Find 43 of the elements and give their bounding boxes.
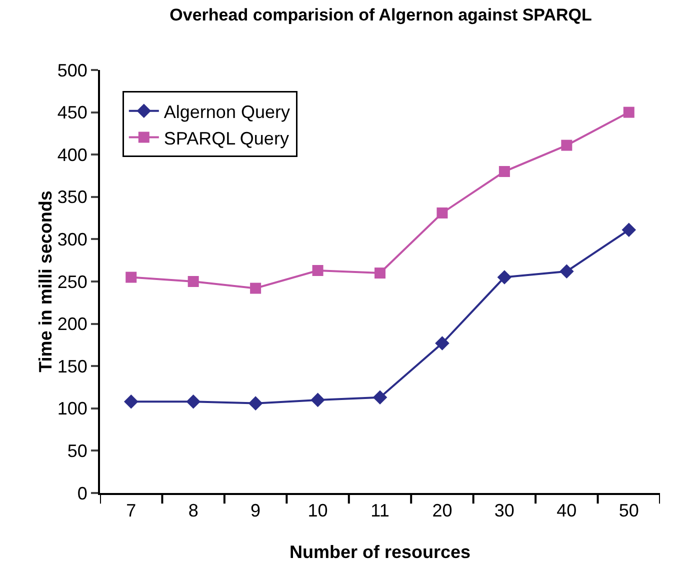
point <box>560 264 574 278</box>
point <box>623 106 634 118</box>
legend-label: Algernon Query <box>164 102 290 122</box>
point <box>622 222 636 238</box>
y-axis-title: Time in milli seconds <box>35 190 56 372</box>
point <box>124 394 138 409</box>
y-tick-label: 350 <box>57 187 88 208</box>
point <box>372 390 388 405</box>
point <box>188 276 199 287</box>
point <box>312 265 324 276</box>
x-tick-label: 40 <box>556 500 577 521</box>
point <box>497 270 512 284</box>
point <box>250 282 262 294</box>
x-tick-label: 11 <box>370 500 390 521</box>
y-tick-label: 300 <box>57 230 88 250</box>
y-tick-label: 150 <box>57 356 88 376</box>
x-tick-label: 50 <box>618 500 639 521</box>
x-tick-label: 30 <box>494 500 514 521</box>
y-tick-label: 100 <box>57 398 88 419</box>
y-tick-label: 0 <box>77 483 88 504</box>
legend-label: SPARQL Query <box>164 128 289 148</box>
y-tick-label: 50 <box>67 441 88 461</box>
x-tick-label: 20 <box>432 500 452 521</box>
x-tick-label: 9 <box>250 500 261 521</box>
point <box>498 166 510 178</box>
point <box>561 140 572 151</box>
x-tick-label: 10 <box>308 500 328 521</box>
point <box>374 268 386 279</box>
x-tick-label: 7 <box>126 500 136 521</box>
point <box>126 272 137 283</box>
y-tick-label: 500 <box>57 60 88 80</box>
x-tick-label: 8 <box>188 500 198 521</box>
point <box>186 394 200 409</box>
y-tick-label: 200 <box>57 314 88 334</box>
y-tick-label: 450 <box>57 102 88 123</box>
y-tick-label: 250 <box>57 272 88 292</box>
chart-title: Overhead comparision of Algernon against SPARQL <box>170 5 592 24</box>
point <box>248 396 263 410</box>
point <box>435 336 450 350</box>
point <box>436 207 448 218</box>
point <box>310 392 325 408</box>
y-tick-label: 400 <box>57 144 88 165</box>
x-axis-title: Number of resources <box>289 542 471 562</box>
